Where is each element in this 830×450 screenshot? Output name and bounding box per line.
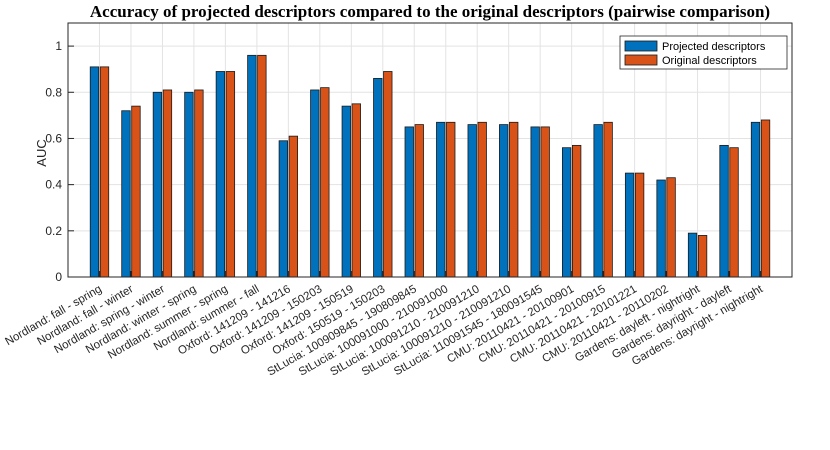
- bar-original: [414, 124, 424, 278]
- bar-projected: [373, 78, 383, 278]
- bar-original: [320, 87, 330, 278]
- legend-swatch: [624, 40, 658, 52]
- bar-original: [446, 121, 456, 278]
- bar-projected: [310, 89, 320, 278]
- bar-original: [383, 71, 393, 278]
- bar-projected: [750, 121, 761, 278]
- bar-projected: [593, 124, 603, 278]
- bars: [89, 54, 771, 278]
- bar-projected: [530, 126, 540, 278]
- bar-projected: [152, 91, 163, 278]
- bar-projected: [404, 126, 414, 278]
- y-tick-labels: 0 0.2 0.4 0.6 0.8 1: [45, 39, 62, 284]
- bar-original: [729, 147, 739, 278]
- bar-projected: [215, 71, 226, 278]
- y-tick-label: 0.6: [45, 131, 62, 145]
- bar-projected: [687, 232, 698, 278]
- plot-box: [67, 22, 793, 278]
- bar-original: [697, 235, 708, 278]
- legend-label: Projected descriptors: [662, 41, 766, 53]
- bar-original: [572, 144, 582, 278]
- bar-original: [194, 89, 204, 278]
- bar-projected: [562, 147, 572, 278]
- bar-original: [666, 177, 676, 278]
- bar-original: [99, 66, 110, 278]
- bar-projected: [121, 110, 131, 278]
- bar-projected: [184, 91, 194, 278]
- bar-original: [351, 103, 361, 278]
- bar-projected: [499, 124, 509, 278]
- bar-original: [760, 119, 771, 278]
- bar-original: [477, 121, 487, 278]
- bar-projected: [467, 124, 477, 278]
- bar-projected: [719, 144, 729, 278]
- y-axis-label: AUC: [34, 139, 49, 166]
- bar-projected: [89, 66, 100, 278]
- bar-original: [257, 54, 267, 278]
- bar-original: [288, 135, 298, 278]
- grid-lines: [68, 23, 792, 278]
- bar-original: [540, 126, 550, 278]
- bar-original: [225, 71, 236, 278]
- bar-original: [131, 105, 141, 278]
- y-tick-label: 0.8: [45, 85, 62, 99]
- y-tick-label: 0.2: [45, 224, 62, 238]
- y-tick-label: 0: [55, 270, 62, 284]
- y-tick-label: 1: [55, 39, 62, 53]
- bar-projected: [278, 140, 288, 278]
- legend-swatch: [624, 54, 658, 66]
- bar-original: [162, 89, 173, 278]
- bar-original: [603, 121, 613, 278]
- chart-title: Accuracy of projected descriptors compar…: [90, 2, 770, 21]
- bar-original: [634, 172, 645, 278]
- bar-original: [509, 121, 519, 278]
- bar-projected: [341, 105, 351, 278]
- y-tick-label: 0.4: [45, 178, 62, 192]
- axes: [67, 22, 793, 278]
- legend: Projected descriptors Original descriptor…: [619, 35, 788, 70]
- bar-projected: [656, 179, 666, 278]
- bar-projected: [624, 172, 635, 278]
- bar-projected: [436, 121, 446, 278]
- legend-label: Original descriptors: [662, 55, 757, 67]
- bar-projected: [247, 54, 257, 278]
